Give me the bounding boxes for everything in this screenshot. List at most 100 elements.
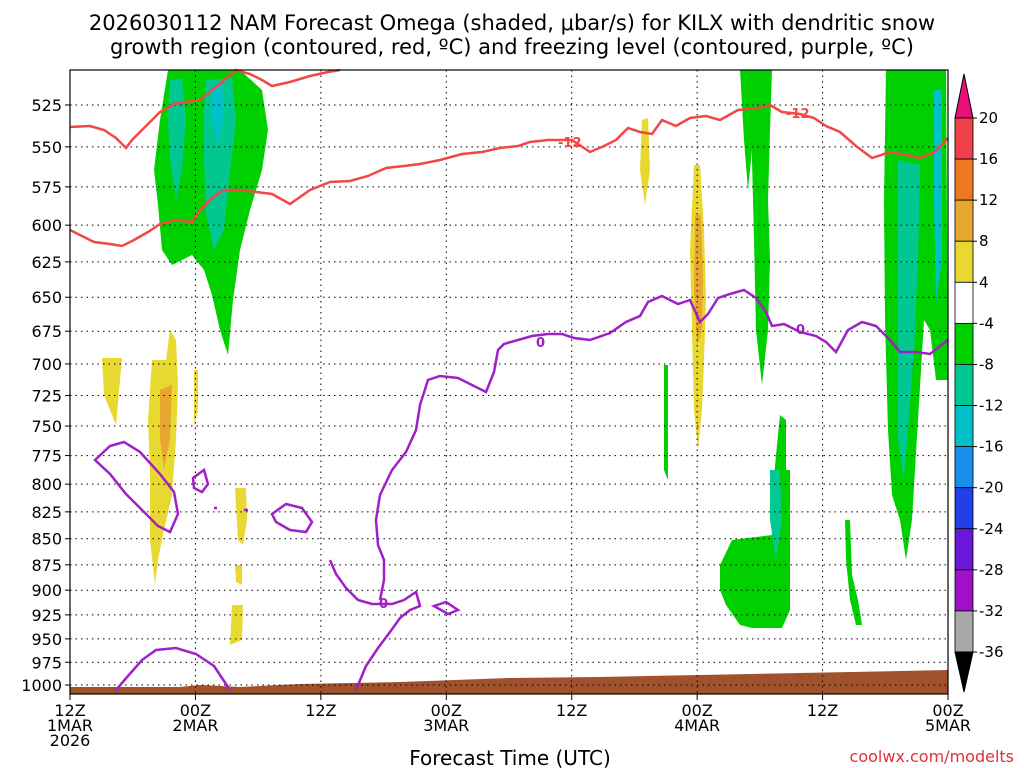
colorbar-label: 8 bbox=[979, 232, 989, 250]
y-tick-label: 975 bbox=[31, 653, 62, 672]
y-tick-label: 575 bbox=[31, 178, 62, 197]
freezing-contours: 0 0 0 bbox=[93, 288, 949, 691]
y-tick-label: 775 bbox=[31, 447, 62, 466]
x-tick-label: 00Z bbox=[180, 701, 211, 720]
colorbar-bin bbox=[954, 281, 974, 324]
x-tick-label: 12Z bbox=[54, 701, 85, 720]
omega-region-yellow-3 bbox=[194, 370, 198, 425]
omega-region-yellow-6 bbox=[230, 605, 243, 645]
colorbar-label: -36 bbox=[979, 643, 1004, 661]
colorbar-bin bbox=[954, 117, 974, 160]
x-tick-label: 12Z bbox=[556, 701, 587, 720]
y-tick-label: 675 bbox=[31, 322, 62, 341]
y-tick-label: 650 bbox=[31, 288, 62, 307]
omega-region-cyan-1 bbox=[212, 84, 224, 145]
y-tick-label: 725 bbox=[31, 387, 62, 406]
colorbar-bin bbox=[954, 158, 974, 201]
omega-region-yellow-5 bbox=[235, 565, 242, 585]
y-tick-label: 825 bbox=[31, 503, 62, 522]
colorbar-label: -20 bbox=[979, 479, 1004, 497]
x-tick-label: 2026 bbox=[50, 731, 91, 750]
x-tick-label: 12Z bbox=[807, 701, 838, 720]
dgz-label-1: -12 bbox=[558, 136, 582, 151]
x-tick-label: 4MAR bbox=[674, 716, 720, 735]
freezing-label-2: 0 bbox=[796, 323, 805, 338]
colorbar-label: -16 bbox=[979, 438, 1004, 456]
colorbar-label: -8 bbox=[979, 355, 994, 373]
x-tick-label: 00Z bbox=[681, 701, 712, 720]
y-tick-label: 600 bbox=[31, 216, 62, 235]
omega-region-green-4 bbox=[752, 70, 772, 385]
x-tick-label: 3MAR bbox=[423, 716, 469, 735]
colorbar-bin bbox=[954, 240, 974, 283]
omega-region-green-6 bbox=[720, 470, 790, 628]
freezing-contour-low bbox=[115, 646, 232, 691]
colorbar-bin bbox=[954, 528, 974, 571]
omega-region-yellow-1 bbox=[102, 358, 122, 425]
dgz-contour-upper bbox=[69, 68, 341, 150]
freezing-contour-loop-1 bbox=[93, 440, 180, 534]
colorbar-under-triangle bbox=[954, 651, 974, 693]
x-tick-label: 12Z bbox=[305, 701, 336, 720]
freezing-label-3: 0 bbox=[379, 597, 388, 612]
dgz-contour-main bbox=[69, 103, 949, 248]
omega-region-yellow-7 bbox=[640, 118, 650, 205]
x-tick-label: 00Z bbox=[431, 701, 462, 720]
y-tick-label: 1000 bbox=[21, 676, 62, 695]
colorbar-label: -12 bbox=[979, 397, 1004, 415]
colorbar-bin bbox=[954, 487, 974, 530]
y-tick-label: 925 bbox=[31, 606, 62, 625]
colorbar-bin bbox=[954, 446, 974, 489]
chart-title-line2: growth region (contoured, red, ºC) and f… bbox=[110, 35, 914, 59]
omega-region-green-7 bbox=[845, 520, 862, 625]
colorbar-label: 12 bbox=[979, 191, 998, 209]
credit-text: coolwx.com/modelts bbox=[850, 747, 1014, 766]
colorbar-label: -24 bbox=[979, 520, 1004, 538]
omega-region-teal-3 bbox=[770, 470, 782, 560]
y-tick-label: 750 bbox=[31, 417, 62, 436]
colorbar-over-triangle bbox=[954, 73, 974, 119]
colorbar-label: 16 bbox=[979, 150, 998, 168]
omega-region-teal-2 bbox=[204, 78, 236, 250]
omega-region-teal-4 bbox=[898, 160, 920, 480]
dgz-contours: -12 -12 bbox=[69, 68, 949, 248]
y-tick-label: 700 bbox=[31, 355, 62, 374]
plot-frame bbox=[69, 69, 949, 695]
freezing-contour-loop-2 bbox=[191, 467, 210, 494]
y-tick-label: 875 bbox=[31, 556, 62, 575]
omega-region-green-2 bbox=[664, 365, 668, 480]
terrain-fill bbox=[70, 670, 948, 694]
freezing-contour-main bbox=[328, 288, 949, 691]
y-tick-label: 900 bbox=[31, 581, 62, 600]
colorbar-bin bbox=[954, 364, 974, 406]
y-tick-label: 850 bbox=[31, 530, 62, 549]
x-tick-label: 00Z bbox=[932, 701, 963, 720]
colorbar: 20 16 12 8 4 -4 -8 -12 -16 -20 -24 -28 -32 -36 bbox=[954, 73, 1004, 693]
omega-region-cyan-2 bbox=[934, 90, 942, 300]
colorbar-label: 4 bbox=[979, 273, 989, 291]
y-tick-label: 800 bbox=[31, 475, 62, 494]
freezing-contour-loop-4 bbox=[430, 600, 461, 616]
colorbar-bin bbox=[954, 322, 974, 365]
omega-region-teal-1 bbox=[168, 78, 186, 200]
colorbar-bin bbox=[954, 610, 974, 653]
colorbar-label: -32 bbox=[979, 602, 1004, 620]
colorbar-bin bbox=[954, 569, 974, 612]
colorbar-label: 20 bbox=[979, 109, 998, 127]
omega-region-yellow-4 bbox=[235, 488, 247, 545]
x-axis-title: Forecast Time (UTC) bbox=[409, 746, 611, 768]
y-tick-label: 625 bbox=[31, 253, 62, 272]
omega-region-orange-1 bbox=[160, 385, 172, 470]
freezing-label-1: 0 bbox=[536, 336, 545, 351]
chart-grid bbox=[70, 70, 948, 694]
colorbar-bin bbox=[954, 405, 974, 448]
x-tick-label: 1MAR bbox=[47, 716, 93, 735]
x-tick-label: 2MAR bbox=[172, 716, 218, 735]
colorbar-label: -28 bbox=[979, 561, 1004, 579]
freezing-contour-loop-3 bbox=[270, 502, 314, 534]
colorbar-label: -4 bbox=[979, 314, 994, 332]
y-axis: 525 550 575 600 625 650 675 700 725 750 775 800 825 8… bbox=[21, 96, 70, 695]
colorbar-bin bbox=[954, 199, 974, 242]
dgz-label-2: -12 bbox=[786, 107, 810, 122]
